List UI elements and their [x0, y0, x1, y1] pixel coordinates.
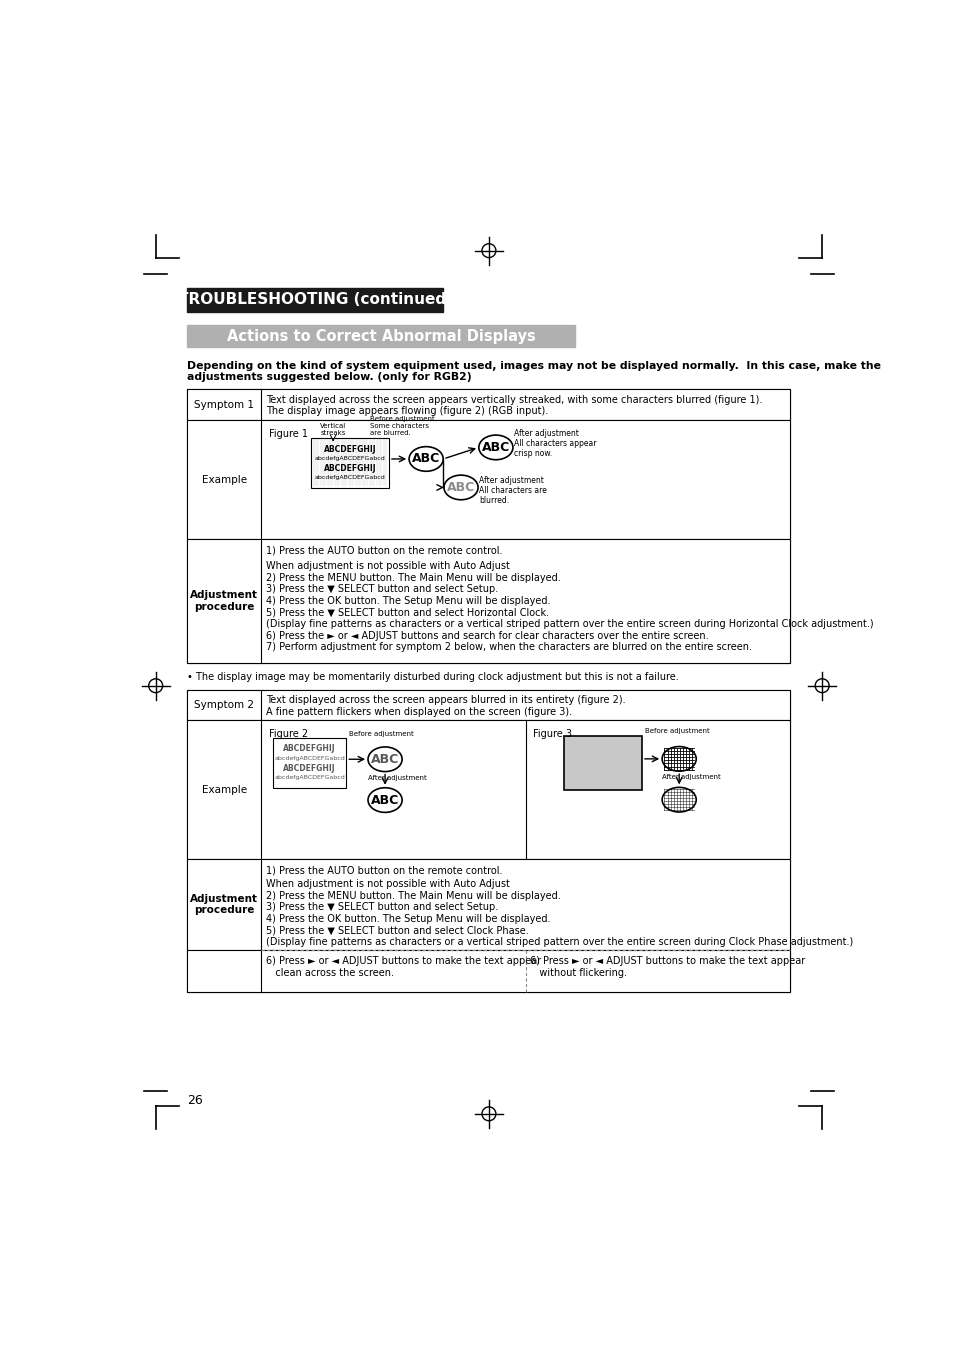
Bar — [187, 389, 790, 420]
Text: Symptom 1: Symptom 1 — [194, 400, 254, 409]
Text: Actions to Correct Abnormal Displays: Actions to Correct Abnormal Displays — [227, 328, 535, 343]
Text: ABCDEFGHIJ: ABCDEFGHIJ — [324, 465, 376, 473]
Text: ABCDEFGHIJ: ABCDEFGHIJ — [324, 444, 376, 454]
Text: abcdefgABCDEFGabcd: abcdefgABCDEFGabcd — [314, 476, 385, 481]
Text: Before adjustment: Before adjustment — [349, 731, 414, 736]
Text: • The display image may be momentarily disturbed during clock adjustment but thi: • The display image may be momentarily d… — [187, 671, 679, 682]
Bar — [187, 859, 790, 950]
Text: Before adjustment: Before adjustment — [644, 728, 709, 734]
Text: After adjustment
All characters are
blurred.: After adjustment All characters are blur… — [478, 476, 546, 505]
Bar — [187, 689, 790, 720]
Text: abcdefgABCDEFGabcd: abcdefgABCDEFGabcd — [274, 755, 345, 761]
Text: Example: Example — [201, 785, 247, 794]
Text: abcdefgABCDEFGabcd: abcdefgABCDEFGabcd — [274, 775, 345, 780]
Text: ABC: ABC — [371, 753, 398, 766]
Text: Adjustment
procedure: Adjustment procedure — [190, 590, 258, 612]
Text: After adjustment: After adjustment — [368, 774, 426, 781]
Bar — [187, 326, 575, 347]
Text: Text displayed across the screen appears blurred in its entirety (figure 2).
A f: Text displayed across the screen appears… — [266, 694, 625, 716]
Text: ABCDEFGHIJ: ABCDEFGHIJ — [283, 744, 335, 754]
Text: After adjustment
All characters appear
crisp now.: After adjustment All characters appear c… — [513, 428, 596, 458]
Text: When adjustment is not possible with Auto Adjust
2) Press the MENU button. The M: When adjustment is not possible with Aut… — [266, 880, 852, 947]
Bar — [187, 539, 790, 662]
Text: Figure 3: Figure 3 — [533, 728, 572, 739]
Text: Text displayed across the screen appears vertically streaked, with some characte: Text displayed across the screen appears… — [266, 394, 761, 416]
Bar — [187, 420, 790, 539]
Text: ABC: ABC — [371, 793, 398, 807]
Bar — [187, 689, 790, 992]
Text: Symptom 2: Symptom 2 — [194, 700, 254, 711]
Bar — [187, 950, 790, 992]
Text: 1) Press the AUTO button on the remote control.: 1) Press the AUTO button on the remote c… — [266, 865, 501, 875]
Text: abcdefgABCDEFGabcd: abcdefgABCDEFGabcd — [314, 457, 385, 461]
Text: 1) Press the AUTO button on the remote control.: 1) Press the AUTO button on the remote c… — [266, 546, 501, 555]
Bar — [273, 738, 346, 788]
Bar — [187, 720, 790, 859]
Text: 6) Press ► or ◄ ADJUST buttons to make the text appear
   without flickering.: 6) Press ► or ◄ ADJUST buttons to make t… — [530, 957, 804, 978]
Bar — [311, 438, 389, 488]
Text: 26: 26 — [187, 1094, 203, 1106]
Text: Before adjustment
Some characters
are blurred.: Before adjustment Some characters are bl… — [369, 416, 434, 436]
Text: 6) Press ► or ◄ ADJUST buttons to make the text appear
   clean across the scree: 6) Press ► or ◄ ADJUST buttons to make t… — [266, 957, 540, 978]
Text: Depending on the kind of system equipment used, images may not be displayed norm: Depending on the kind of system equipmen… — [187, 361, 881, 382]
Text: Figure 2: Figure 2 — [269, 728, 308, 739]
Text: ABC: ABC — [412, 453, 440, 466]
Text: TROUBLESHOOTING (continued): TROUBLESHOOTING (continued) — [177, 292, 453, 308]
Text: Adjustment
procedure: Adjustment procedure — [190, 893, 258, 915]
Bar — [187, 288, 443, 312]
Text: ABC: ABC — [446, 481, 475, 494]
Bar — [187, 389, 790, 662]
Text: ABCDEFGHIJ: ABCDEFGHIJ — [283, 763, 335, 773]
Text: After adjustment: After adjustment — [661, 774, 720, 781]
Bar — [564, 736, 641, 790]
Text: Vertical
streaks: Vertical streaks — [319, 423, 346, 436]
Text: When adjustment is not possible with Auto Adjust
2) Press the MENU button. The M: When adjustment is not possible with Aut… — [266, 561, 872, 653]
Text: Figure 1: Figure 1 — [269, 428, 308, 439]
Text: Example: Example — [201, 474, 247, 485]
Text: ABC: ABC — [481, 440, 510, 454]
